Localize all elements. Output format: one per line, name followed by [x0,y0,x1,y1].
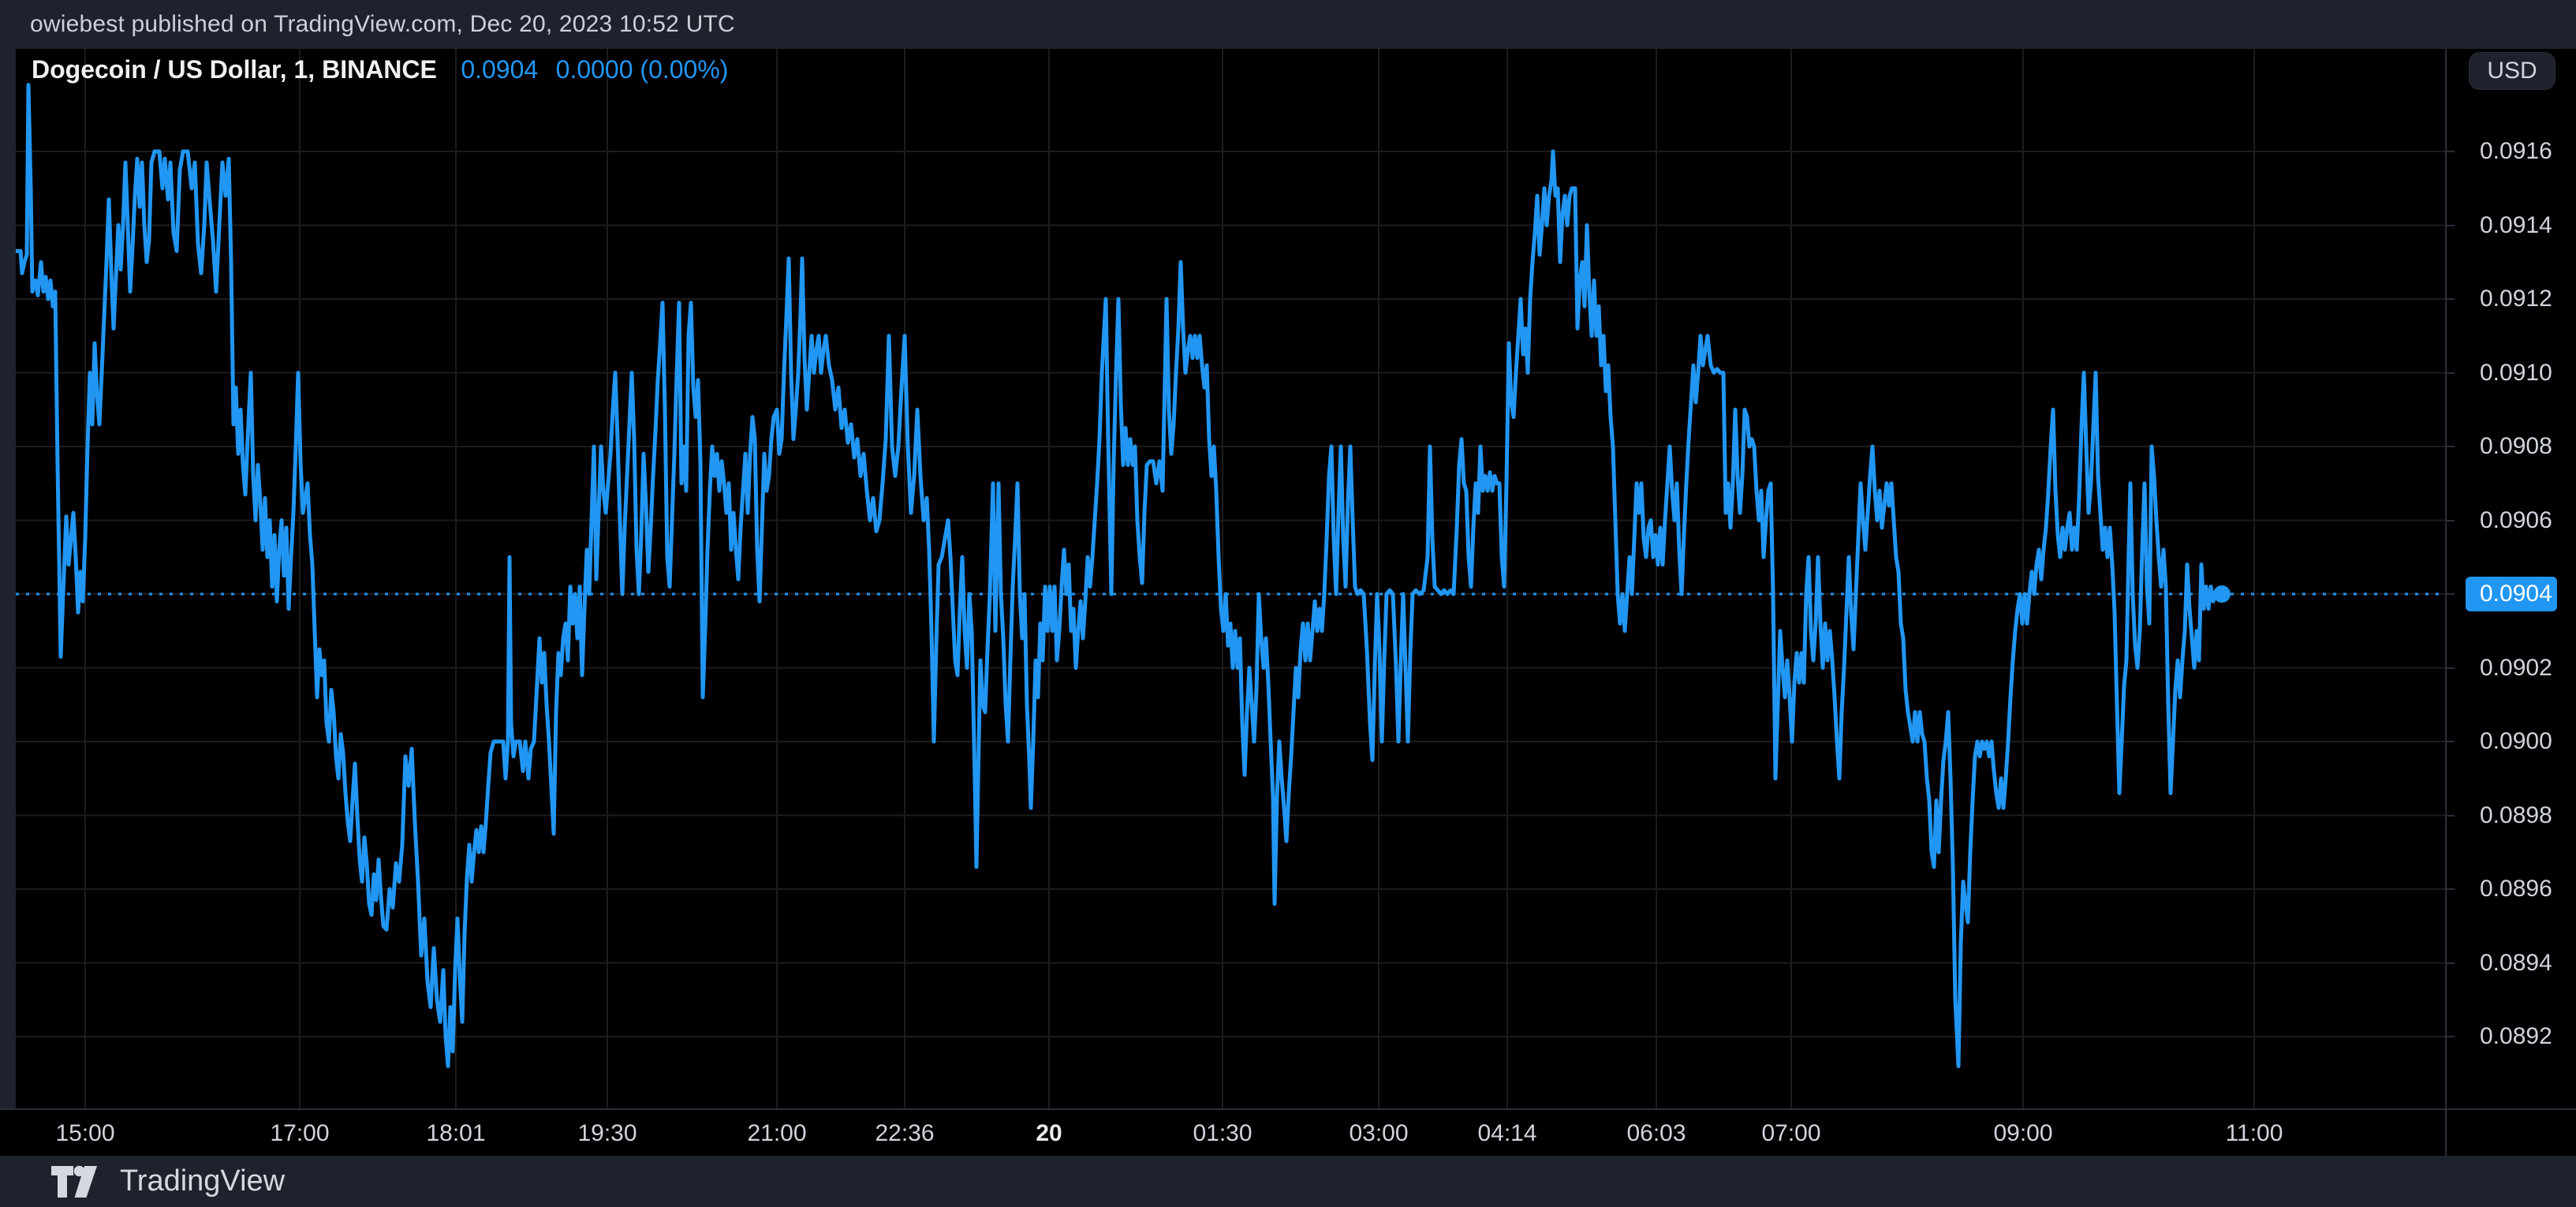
axis-corner-separator [2445,1110,2447,1157]
price-axis-tick [2447,741,2455,742]
price-axis-label: 0.0900 [2480,728,2552,754]
price-axis[interactable]: 0.0916 0.0914 0.0912 0.0910 0.0908 0.0906 0.09… [2445,49,2576,1108]
chart-legend: Dogecoin / US Dollar, 1, BINANCE 0.0904 … [32,55,728,84]
price-axis-label: 0.0906 [2480,506,2552,533]
time-axis-label: 09:00 [1993,1120,2053,1146]
price-polyline [13,83,2224,1068]
price-axis-tick [2447,372,2455,374]
tradingview-wordmark: TradingView [120,1164,286,1198]
current-price-label: 0.0904 [2466,577,2557,611]
vertical-gridlines [84,49,2255,1108]
time-axis-label: 15:00 [55,1120,115,1146]
tradingview-logo[interactable]: TradingView [50,1164,285,1199]
time-axis[interactable]: 15:00 17:00 18:01 19:30 21:00 22:36 20 01:30 03:… [0,1108,2576,1157]
price-axis-label: 0.0894 [2480,949,2552,976]
price-axis-tick [2447,519,2455,521]
last-price-marker-dot [2213,585,2231,603]
price-axis-tick [2447,298,2455,300]
time-axis-label: 03:00 [1349,1120,1409,1146]
time-axis-label: 07:00 [1761,1120,1821,1146]
price-axis-label: 0.0896 [2480,876,2552,902]
time-axis-label: 22:36 [875,1120,935,1146]
time-axis-label: 18:01 [426,1120,486,1146]
price-axis-label: 0.0910 [2480,359,2552,386]
legend-change: 0.0000 (0.00%) [555,55,729,84]
attribution-text: owiebest published on TradingView.com, D… [30,11,735,37]
symbol-title[interactable]: Dogecoin / US Dollar, 1, BINANCE [32,55,437,84]
price-axis-tick [2447,224,2455,226]
time-axis-label: 17:00 [270,1120,330,1146]
chart-pane[interactable]: Dogecoin / US Dollar, 1, BINANCE 0.0904 … [0,49,2445,1160]
price-axis-label: 0.0898 [2480,802,2552,828]
price-axis-label: 0.0892 [2480,1023,2552,1049]
price-axis-tick [2447,888,2455,890]
price-axis-label: 0.0902 [2480,654,2552,681]
price-axis-tick [2447,814,2455,816]
legend-last-price: 0.0904 [461,55,539,84]
price-axis-label: 0.0916 [2480,138,2552,164]
price-axis-label: 0.0908 [2480,433,2552,459]
price-axis-tick [2447,667,2455,669]
price-axis-tick [2447,1036,2455,1037]
price-axis-label: 0.0914 [2480,211,2552,238]
attribution-bar: owiebest published on TradingView.com, D… [0,0,2576,49]
time-axis-label: 04:14 [1477,1120,1537,1146]
time-axis-label: 20 [1036,1120,1062,1146]
price-line-chart[interactable] [0,49,2445,1108]
time-axis-label: 19:30 [577,1120,637,1146]
price-axis-tick [2447,962,2455,964]
price-axis-tick [2447,593,2455,595]
currency-toggle-button[interactable]: USD [2469,52,2555,90]
price-axis-tick [2447,446,2455,447]
time-axis-label: 01:30 [1193,1120,1253,1146]
footer-bar: TradingView [0,1156,2576,1207]
time-axis-label: 21:00 [747,1120,807,1146]
time-axis-label: 06:03 [1626,1120,1686,1146]
left-gutter [0,49,16,1156]
price-axis-label: 0.0912 [2480,286,2552,312]
price-axis-tick [2447,151,2455,152]
time-axis-label: 11:00 [2225,1120,2283,1146]
tradingview-logo-icon [51,1165,97,1198]
